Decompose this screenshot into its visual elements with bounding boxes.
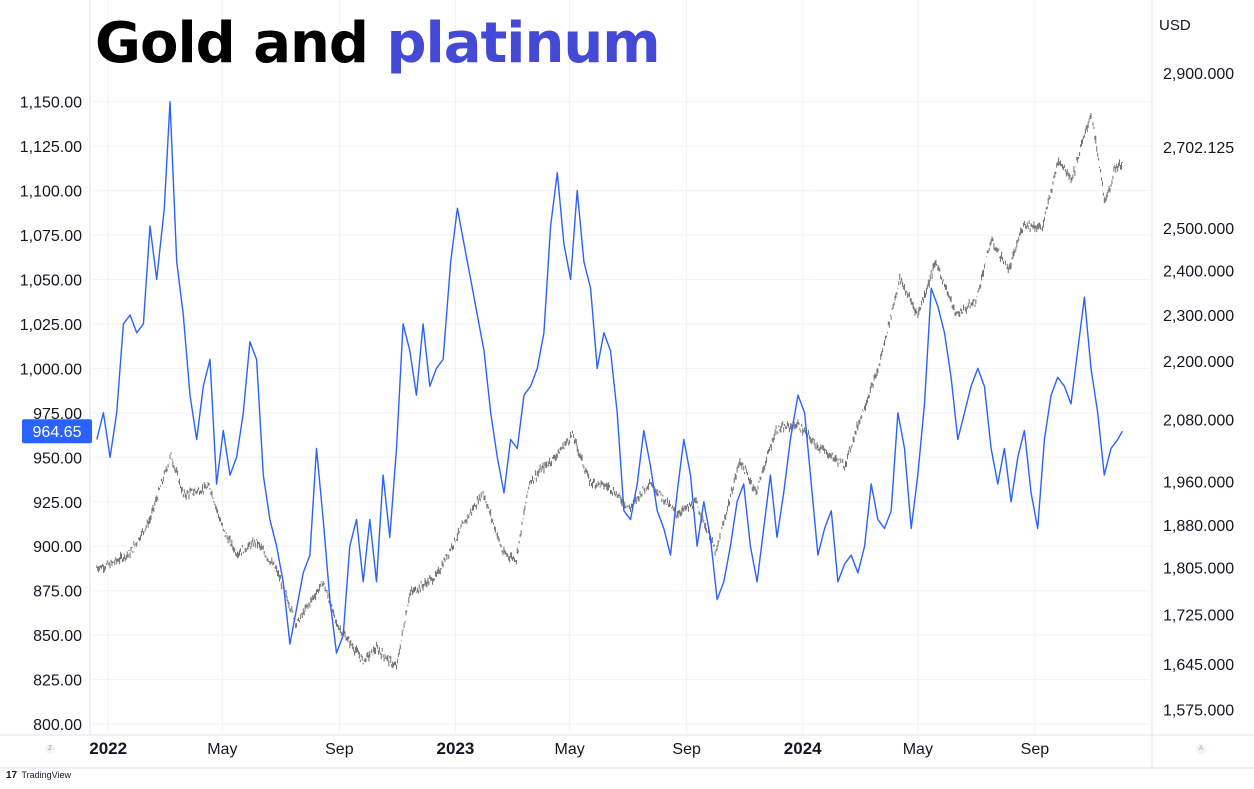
right-tick-label: 1,575.000 — [1163, 703, 1234, 720]
time-tick-label: May — [207, 741, 237, 758]
platinum-price-line — [96, 100, 1124, 654]
platinum-series — [96, 100, 1124, 654]
left-tick-label: 825.00 — [33, 673, 82, 690]
current-price-badge: 964.65 — [22, 419, 92, 444]
time-tick-label: May — [903, 741, 933, 758]
time-axis[interactable]: 2022 May Sep 2023 May Sep 2024 May Sep — [89, 739, 1049, 758]
left-tick-label: 1,025.00 — [20, 317, 82, 334]
right-tick-label: 1,725.000 — [1163, 608, 1234, 625]
left-tick-label: 875.00 — [33, 584, 82, 601]
gold-series — [96, 113, 1123, 670]
time-tick-label: Sep — [1021, 741, 1050, 758]
right-tick-label: 2,080.000 — [1163, 413, 1234, 430]
right-tick-label: 2,400.000 — [1163, 263, 1234, 280]
right-axis[interactable]: 2,900.000 2,702.125 2,500.000 2,400.000 2,30… — [1163, 66, 1234, 719]
left-tick-label: 975.00 — [33, 406, 82, 423]
time-tick-label: Sep — [325, 741, 354, 758]
left-tick-label: 950.00 — [33, 450, 82, 467]
auto-scale-button-right[interactable]: A — [1196, 744, 1206, 754]
title-gold: Gold and — [95, 11, 369, 76]
left-tick-label: 1,125.00 — [20, 139, 82, 156]
right-tick-label: 2,702.125 — [1163, 140, 1234, 157]
chart-title: Gold and platinum — [95, 4, 661, 84]
auto-scale-button-left[interactable]: Z — [45, 744, 55, 754]
current-price-badge-bg — [22, 419, 92, 444]
tradingview-brand[interactable]: 17 TradingView — [6, 770, 71, 781]
right-tick-label: 1,960.000 — [1163, 475, 1234, 492]
left-tick-label: 1,150.00 — [20, 95, 82, 112]
right-tick-label: 2,900.000 — [1163, 66, 1234, 83]
right-tick-label: 2,300.000 — [1163, 308, 1234, 325]
currency-unit: USD — [1159, 17, 1191, 34]
left-tick-label: 1,000.00 — [20, 361, 82, 378]
left-tick-label: 800.00 — [33, 717, 82, 734]
right-tick-label: 1,805.000 — [1163, 560, 1234, 577]
current-price-value: 964.65 — [33, 424, 82, 441]
time-tick-label: 2023 — [437, 739, 475, 758]
right-tick-label: 1,880.000 — [1163, 518, 1234, 535]
time-tick-label: 2024 — [784, 739, 822, 758]
left-tick-label: 1,100.00 — [20, 184, 82, 201]
time-tick-label: 2022 — [89, 739, 127, 758]
left-tick-label: 925.00 — [33, 495, 82, 512]
right-tick-label: 1,645.000 — [1163, 657, 1234, 674]
time-tick-label: Sep — [672, 741, 701, 758]
chart-grid — [92, 0, 1150, 733]
tradingview-name: TradingView — [21, 770, 71, 780]
left-tick-label: 1,050.00 — [20, 272, 82, 289]
left-tick-label: 850.00 — [33, 628, 82, 645]
time-tick-label: May — [555, 741, 585, 758]
left-tick-label: 900.00 — [33, 539, 82, 556]
tradingview-logo-icon: 17 — [6, 770, 18, 781]
right-tick-label: 2,200.000 — [1163, 354, 1234, 371]
title-platinum: platinum — [386, 11, 660, 76]
left-axis[interactable]: 1,150.00 1,125.00 1,100.00 1,075.00 1,050.00… — [20, 95, 82, 735]
left-tick-label: 1,075.00 — [20, 228, 82, 245]
right-tick-label: 2,500.000 — [1163, 221, 1234, 238]
